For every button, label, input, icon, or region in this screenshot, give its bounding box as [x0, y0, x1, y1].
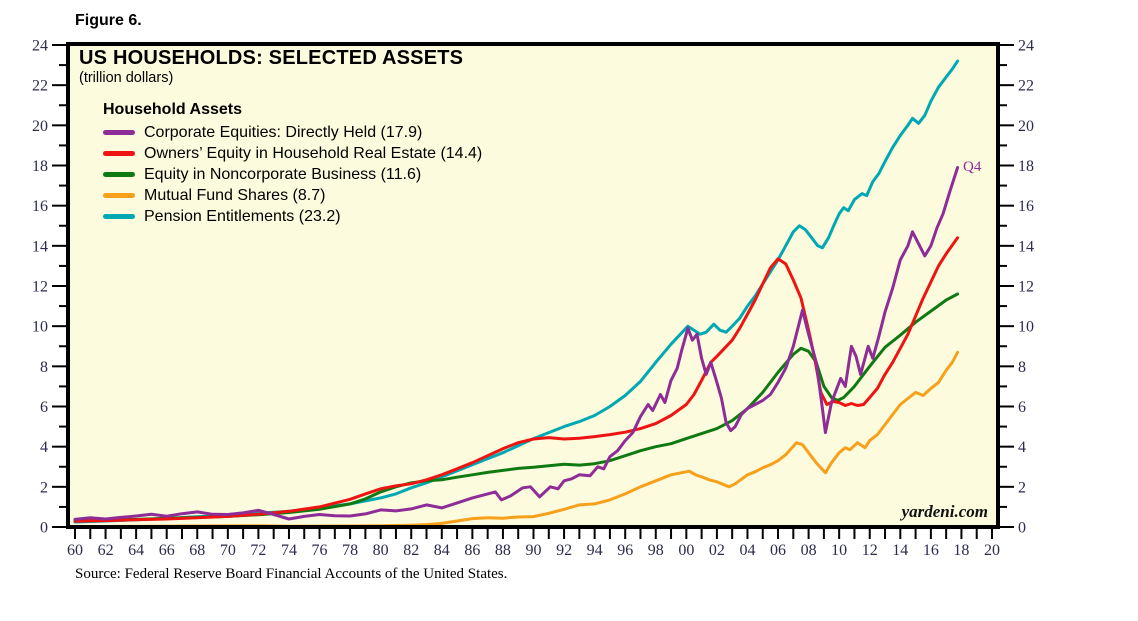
line-swatch-icon [103, 214, 135, 219]
x-axis-label: 62 [98, 542, 114, 559]
x-axis-label: 00 [678, 542, 694, 559]
y-axis-label-right: 18 [1018, 158, 1034, 175]
latest-quarter-annotation: Q4 [963, 159, 982, 175]
series-line-mutual-fund-shares [73, 350, 960, 526]
y-axis-label-left: 14 [32, 238, 48, 255]
y-axis-label-left: 6 [40, 399, 48, 416]
chart-title: US HOUSEHOLDS: SELECTED ASSETS [79, 47, 464, 69]
x-axis-label: 84 [434, 542, 450, 559]
line-swatch-icon [103, 130, 135, 135]
y-axis-label-right: 6 [1018, 399, 1026, 416]
y-axis-label-right: 20 [1018, 118, 1034, 135]
y-axis-label-left: 24 [32, 38, 48, 55]
legend-item-label: Owners’ Equity in Household Real Estate … [144, 144, 483, 162]
x-axis-label: 60 [67, 542, 83, 559]
x-axis-label: 64 [128, 542, 144, 559]
line-swatch-icon [103, 172, 135, 177]
x-axis-label: 08 [801, 542, 817, 559]
y-axis-label-left: 2 [40, 479, 48, 496]
x-axis-label: 06 [770, 542, 786, 559]
x-axis-label: 70 [220, 542, 236, 559]
legend-item-mutual-funds: Mutual Fund Shares (8.7) [103, 185, 482, 206]
y-axis-label-left: 12 [32, 279, 48, 296]
series-line-corporate-equities-directly-held [73, 166, 960, 521]
series-line-equity-in-noncorporate-business [73, 292, 960, 523]
y-axis-label-right: 16 [1018, 198, 1034, 215]
x-axis-label: 18 [953, 542, 969, 559]
y-axis-label-left: 10 [32, 319, 48, 336]
y-axis-label-left: 8 [40, 359, 48, 376]
x-axis-label: 96 [617, 542, 633, 559]
y-axis-label-left: 16 [32, 198, 48, 215]
x-axis-label: 76 [312, 542, 328, 559]
x-axis-label: 20 [984, 542, 1000, 559]
x-axis-label: 98 [648, 542, 664, 559]
x-axis-label: 90 [525, 542, 541, 559]
x-axis-label: 12 [862, 542, 878, 559]
x-axis-label: 66 [159, 542, 175, 559]
y-axis-label-right: 22 [1018, 78, 1034, 95]
series-line-pension-entitlements [73, 59, 960, 524]
y-axis-label-right: 12 [1018, 279, 1034, 296]
y-axis-label-left: 4 [40, 439, 48, 456]
x-axis-label: 80 [373, 542, 389, 559]
y-axis-label-right: 4 [1018, 439, 1026, 456]
y-axis-label-right: 24 [1018, 38, 1034, 55]
y-axis-label-right: 0 [1018, 520, 1026, 537]
chart-subtitle: (trillion dollars) [79, 70, 174, 86]
x-axis-label: 68 [189, 542, 205, 559]
legend-title: Household Assets [103, 101, 242, 118]
y-axis-label-left: 20 [32, 118, 48, 135]
source-note: Source: Federal Reserve Board Financial … [75, 566, 508, 582]
legend-item-label: Mutual Fund Shares (8.7) [144, 186, 326, 204]
x-axis-label: 04 [739, 542, 755, 559]
x-axis-label: 92 [556, 542, 572, 559]
figure-label: Figure 6. [75, 12, 142, 29]
legend: Household Assets Corporate Equities: Dir… [103, 101, 482, 227]
y-axis-label-right: 2 [1018, 479, 1026, 496]
y-axis-label-left: 22 [32, 78, 48, 95]
line-swatch-icon [103, 193, 135, 198]
line-swatch-icon [103, 151, 135, 156]
legend-item-label: Corporate Equities: Directly Held (17.9) [144, 123, 423, 141]
y-axis-label-left: 0 [40, 520, 48, 537]
y-axis-label-left: 18 [32, 158, 48, 175]
plot-border [66, 42, 1000, 529]
x-axis-label: 82 [403, 542, 419, 559]
x-axis-label: 72 [250, 542, 266, 559]
x-axis-label: 14 [892, 542, 908, 559]
x-axis-label: 10 [831, 542, 847, 559]
x-axis-label: 74 [281, 542, 297, 559]
legend-item-corporate-equities: Corporate Equities: Directly Held (17.9) [103, 122, 482, 143]
legend-item-pension-entitlements: Pension Entitlements (23.2) [103, 206, 482, 227]
legend-item-owners-equity: Owners’ Equity in Household Real Estate … [103, 143, 482, 164]
legend-item-label: Equity in Noncorporate Business (11.6) [144, 165, 422, 183]
x-axis-label: 78 [342, 542, 358, 559]
x-axis-label: 86 [464, 542, 480, 559]
x-axis-label: 02 [709, 542, 725, 559]
legend-item-noncorporate-business: Equity in Noncorporate Business (11.6) [103, 164, 482, 185]
x-axis-label: 88 [495, 542, 511, 559]
y-axis-label-right: 8 [1018, 359, 1026, 376]
plot-background [68, 44, 998, 527]
x-axis-label: 16 [923, 542, 939, 559]
legend-item-label: Pension Entitlements (23.2) [144, 207, 341, 225]
y-axis-label-right: 10 [1018, 319, 1034, 336]
x-axis-label: 94 [587, 542, 603, 559]
y-axis-label-right: 14 [1018, 238, 1034, 255]
watermark: yardeni.com [901, 502, 988, 521]
